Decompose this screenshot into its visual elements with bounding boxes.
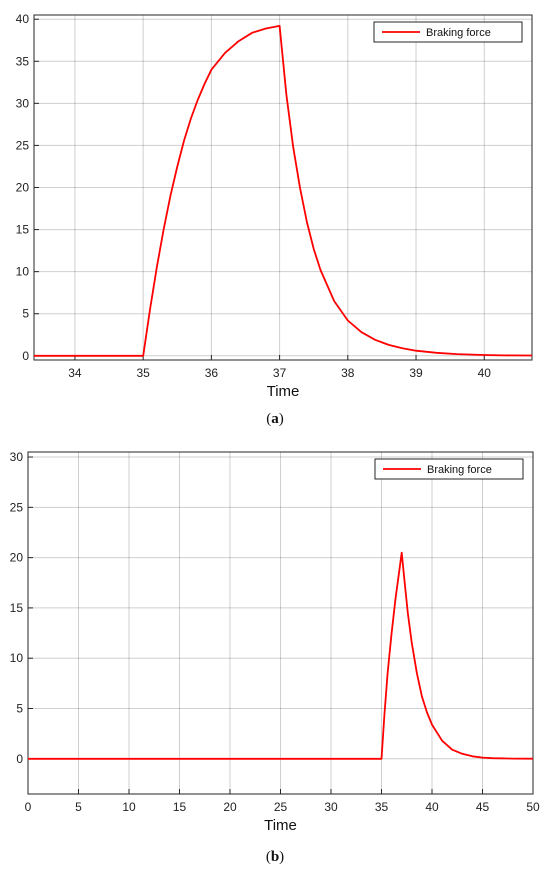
chart-b-plot-area [28,452,533,794]
chart-b-legend-box [374,458,524,480]
chart-a-xtick-label-35: 35 [136,366,150,380]
chart-a-xtick-label-39: 39 [409,366,423,380]
chart-b-ytick-label-20: 20 [10,551,24,565]
chart-a-ytick-label-5: 5 [22,307,29,321]
caption-a-open: ( [266,411,272,427]
chart-a-xtick-label-40: 40 [478,366,492,380]
chart-b-legend-label-0: Braking force [427,464,492,476]
caption-b: (b) [0,849,550,866]
caption-b-open: ( [265,849,271,865]
chart-b-ytick-label-30: 30 [10,450,24,464]
chart-a-legend-box [373,21,523,43]
chart-b-xtick-label-40: 40 [425,800,439,814]
chart-b-x-axis-label: Time [264,817,297,834]
chart-b-ytick-label-15: 15 [10,601,24,615]
chart-a-ytick-label-15: 15 [16,223,30,237]
chart-b-xtick-label-25: 25 [274,800,288,814]
chart-b-xtick-label-45: 45 [476,800,490,814]
chart-b-xtick-label-50: 50 [526,800,540,814]
chart-b-ytick-label-25: 25 [10,500,24,514]
chart-a-xtick-label-36: 36 [205,366,219,380]
chart-b-xtick-label-30: 30 [324,800,338,814]
caption-a-letter: a [271,411,279,427]
chart-a-x-axis-label: Time [267,383,300,400]
chart-a-ytick-label-30: 30 [16,96,30,110]
chart-a-ytick-label-40: 40 [16,12,30,26]
caption-b-letter: b [270,849,280,865]
chart-b-xtick-label-35: 35 [375,800,389,814]
caption-a: (a) [0,411,550,428]
chart-a-ytick-label-10: 10 [16,265,30,279]
chart-panel-b: 0 5 10 15 20 25 30 35 40 45 50 0 5 10 15 20 25 30 Time Brak… [0,437,550,874]
chart-a-series-line-0 [34,24,533,357]
caption-b-close: ) [279,849,285,865]
chart-b-svg: 0 5 10 15 20 25 30 35 40 45 50 0 5 10 15 20 25 30 Time Brak… [10,450,540,834]
chart-b-series-line-0 [28,551,534,760]
chart-a-svg: 34 35 36 37 38 39 40 0 5 10 15 20 25 30 35 40 Time Brakin… [16,12,533,400]
chart-b-legend: Braking force [374,458,524,480]
caption-a-close: ) [278,411,284,427]
chart-b-xtick-label-20: 20 [223,800,237,814]
chart-a-ytick-label-0: 0 [22,349,29,363]
chart-b-xtick-label-0: 0 [25,800,32,814]
chart-a-legend: Braking force [373,21,523,43]
chart-b-xtick-label-5: 5 [75,800,82,814]
chart-a-ytick-label-35: 35 [16,54,30,68]
chart-a-xtick-label-37: 37 [273,366,287,380]
chart-b-ytick-label-5: 5 [16,702,23,716]
chart-a-ytick-label-20: 20 [16,181,30,195]
chart-b-xtick-label-15: 15 [173,800,187,814]
chart-b-xtick-label-10: 10 [122,800,136,814]
chart-a-xtick-label-34: 34 [68,366,82,380]
chart-a-ytick-label-25: 25 [16,138,30,152]
chart-a-legend-label-0: Braking force [426,27,491,39]
chart-a-xtick-label-38: 38 [341,366,355,380]
chart-b-ytick-label-0: 0 [16,752,23,766]
chart-a-plot-area [34,15,532,360]
chart-b-ytick-label-10: 10 [10,651,24,665]
chart-panel-a: 34 35 36 37 38 39 40 0 5 10 15 20 25 30 35 40 Time Brakin… [0,12,550,428]
